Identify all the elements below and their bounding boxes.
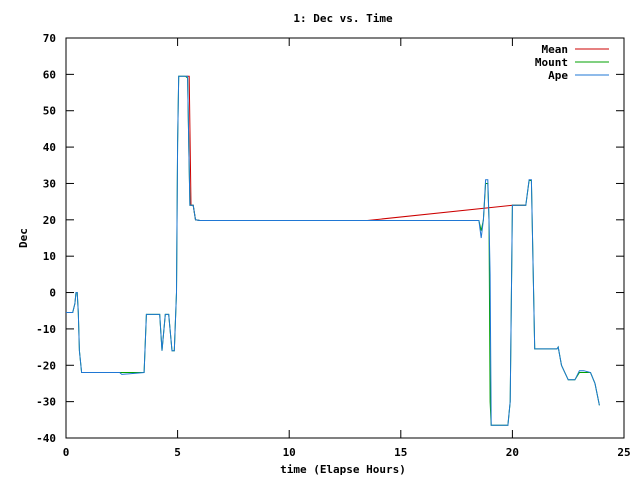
x-axis-label: time (Elapse Hours) <box>280 463 406 476</box>
y-tick-label: 70 <box>43 32 56 45</box>
y-tick-label: 30 <box>43 177 56 190</box>
y-tick-label: 40 <box>43 141 56 154</box>
y-axis: -40 -30 -20 -10 0 10 20 30 40 50 60 70 <box>36 32 624 445</box>
x-tick-label: 15 <box>394 446 407 459</box>
legend-label: Mean <box>542 43 569 56</box>
y-tick-label: 60 <box>43 68 56 81</box>
y-tick-label: -10 <box>36 323 56 336</box>
chart-title: 1: Dec vs. Time <box>293 12 393 25</box>
y-tick-label: 20 <box>43 214 56 227</box>
y-tick-label: 0 <box>49 287 56 300</box>
y-axis-label: Dec <box>17 228 30 248</box>
y-tick-label: -40 <box>36 432 56 445</box>
series-line-mean <box>186 75 526 221</box>
x-tick-label: 25 <box>617 446 630 459</box>
x-tick-label: 20 <box>506 446 519 459</box>
plot-frame <box>65 37 625 439</box>
legend-label: Mount <box>535 56 568 69</box>
y-tick-label: -20 <box>36 359 56 372</box>
x-tick-label: 10 <box>283 446 296 459</box>
legend-label: Ape <box>548 69 568 82</box>
x-axis: 0 5 10 15 20 25 <box>63 38 631 459</box>
x-tick-label: 0 <box>63 446 70 459</box>
y-tick-label: 50 <box>43 105 56 118</box>
y-tick-label: 10 <box>43 250 56 263</box>
series-group <box>66 75 600 426</box>
x-tick-label: 5 <box>174 446 181 459</box>
series-line-ape <box>66 75 600 426</box>
series-line-mount <box>66 75 600 426</box>
y-tick-label: -30 <box>36 396 56 409</box>
